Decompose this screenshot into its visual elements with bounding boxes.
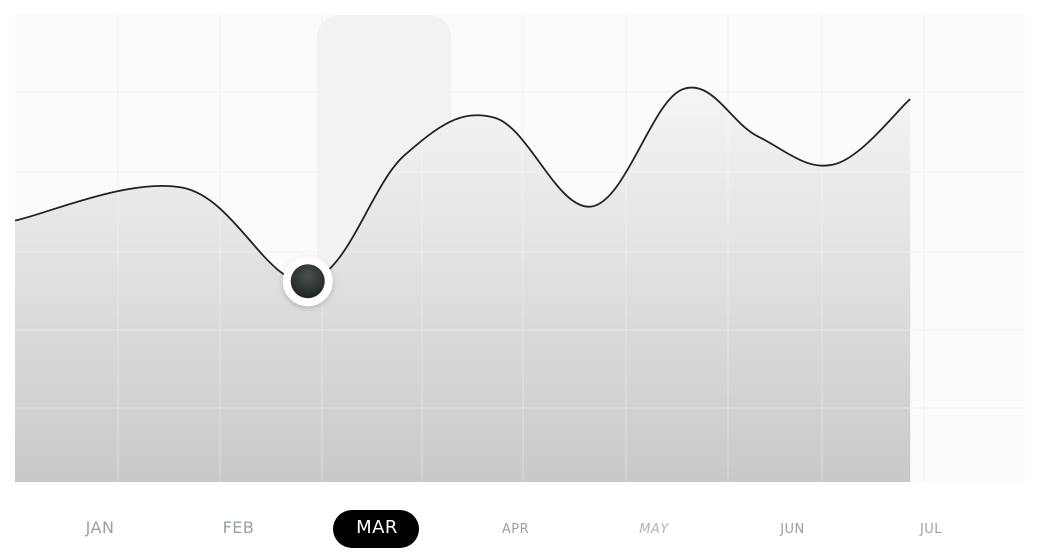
x-tick-label-jan[interactable]: JAN [85,518,115,537]
data-point-marker[interactable] [282,256,333,307]
series-line [15,86,911,283]
x-axis-labels: JAN FEB MAR APR MAY JUN JUL [85,510,942,548]
x-tick-label-apr[interactable]: APR [502,522,529,537]
x-tick-label-jun[interactable]: JUN [779,522,805,537]
grid-overlay [15,15,1025,482]
x-tick-label-jul[interactable]: JUL [919,522,942,537]
x-tick-label-mar[interactable]: MAR [356,517,398,538]
x-tick-label-feb[interactable]: FEB [223,518,255,537]
x-tick-label-may[interactable]: MAY [639,522,669,537]
marker-dot [290,264,325,299]
selected-month-pill[interactable] [333,510,419,548]
area-fill [15,87,911,482]
